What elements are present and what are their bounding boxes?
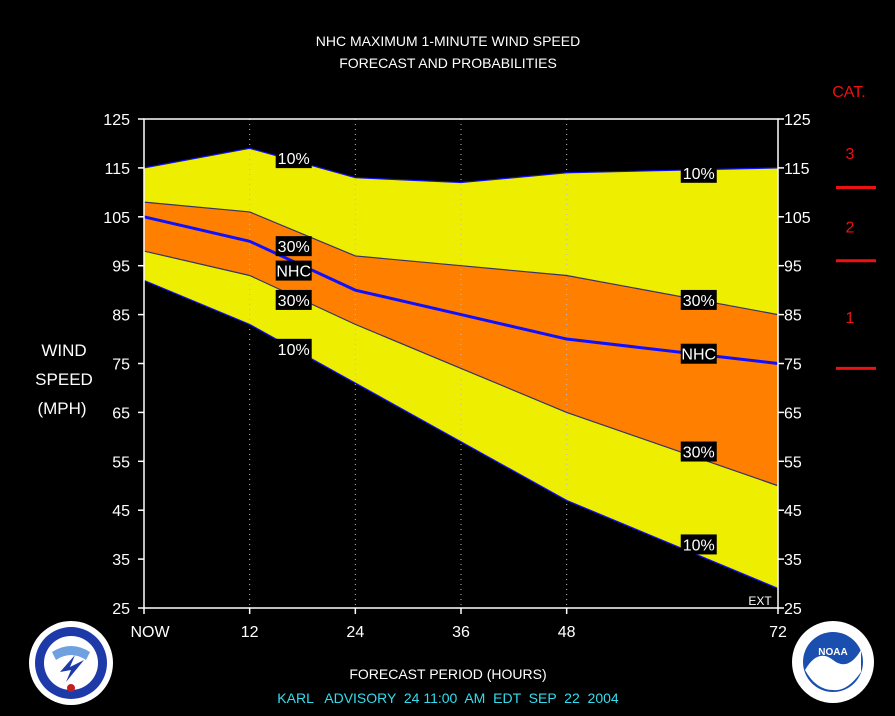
nws-logo	[29, 621, 113, 705]
x-axis-label: FORECAST PERIOD (HOURS)	[349, 666, 546, 682]
chart-title-line2: FORECAST AND PROBABILITIES	[339, 55, 557, 71]
series-line-nhc	[143, 215, 779, 365]
series-label: 30%	[683, 293, 715, 310]
y-tick-label-left: 125	[103, 112, 130, 129]
y-tick-label-left: 105	[103, 210, 130, 227]
series-label: 10%	[683, 166, 715, 183]
category-header: CAT.	[832, 84, 865, 101]
y-tick-label-left: 25	[112, 601, 130, 618]
y-tick-label-left: 75	[112, 357, 130, 374]
series-label-box	[275, 236, 312, 257]
chart-title-line1: NHC MAXIMUM 1-MINUTE WIND SPEED	[316, 33, 580, 49]
series-label: NHC	[276, 264, 311, 281]
y-tick-label-left: 45	[112, 503, 130, 520]
series-label-box	[275, 289, 312, 310]
series-label: 10%	[278, 151, 310, 168]
series-label-box	[680, 289, 717, 310]
series-label: NHC	[681, 347, 716, 364]
series-line-upper30	[143, 201, 779, 316]
y-tick-label-right: 25	[784, 601, 802, 618]
series-label-box	[275, 338, 312, 359]
x-tick-label-48: 48	[558, 624, 576, 641]
y-tick-label-right: 45	[784, 503, 802, 520]
category-label-1: 1	[846, 310, 855, 327]
category-label-3: 3	[846, 146, 855, 163]
advisory-line: KARL ADVISORY 24 11:00 AM EDT SEP 22 200…	[277, 690, 619, 706]
y-tick-label-right: 125	[784, 112, 811, 129]
y-tick-label-right: 95	[784, 259, 802, 276]
series-label-box	[680, 343, 717, 364]
series-label: 10%	[278, 342, 310, 359]
y-tick-label-right: 105	[784, 210, 811, 227]
series-label: 30%	[278, 239, 310, 256]
series-line-lower10	[143, 279, 779, 589]
y-tick-label-right: 75	[784, 357, 802, 374]
x-tick-label-72: 72	[769, 624, 787, 641]
series-line-lower30	[143, 250, 779, 487]
y-tick-label-right: 55	[784, 454, 802, 471]
series-label-box	[680, 441, 717, 462]
y-tick-label-left: 35	[112, 552, 130, 569]
series-label-box	[275, 148, 312, 169]
y-tick-label-left: 95	[112, 259, 130, 276]
x-tick-label-NOW: NOW	[130, 624, 170, 641]
y-tick-label-left: 115	[104, 161, 130, 178]
series-label: 30%	[683, 445, 715, 462]
x-tick-label-36: 36	[452, 624, 470, 641]
category-label-2: 2	[846, 220, 855, 237]
y-tick-label-right: 65	[784, 405, 802, 422]
series-label-box	[680, 534, 717, 555]
y-tick-label-right: 115	[784, 161, 810, 178]
series-label: 30%	[278, 293, 310, 310]
category-scale: 3 2 1	[836, 146, 876, 370]
y-axis-label-line1: WIND	[41, 341, 86, 360]
y-axis-label-line3: (MPH)	[37, 399, 86, 418]
y-tick-label-left: 65	[112, 405, 130, 422]
axes: 25 25 35 35 45 45 55 55 65 65 75 75 85 85 95 95 105 105 11…	[103, 112, 811, 641]
series-label-box	[275, 260, 312, 281]
x-tick-label-24: 24	[346, 624, 364, 641]
series-label: 10%	[683, 537, 715, 554]
y-tick-label-left: 85	[112, 308, 130, 325]
noaa-logo: NOAA	[792, 621, 874, 703]
series-label-box	[680, 162, 717, 183]
ext-label: EXT	[748, 594, 772, 608]
y-tick-label-right: 35	[784, 552, 802, 569]
noaa-logo-text: NOAA	[818, 647, 847, 658]
series-line-upper10	[143, 147, 779, 184]
y-tick-label-right: 85	[784, 308, 802, 325]
y-tick-label-left: 55	[112, 454, 130, 471]
series-labels: 10% 30% NHC 30% 10% 10% 30% NHC 30% 10%	[275, 148, 717, 555]
x-tick-label-12: 12	[241, 624, 259, 641]
y-axis-label-line2: SPEED	[35, 370, 93, 389]
